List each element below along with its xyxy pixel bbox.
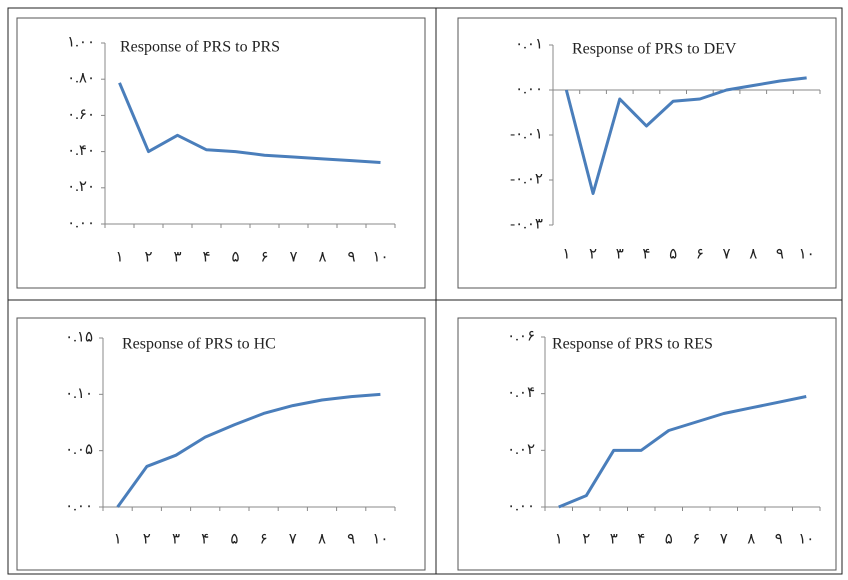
x-tick-label: ۳ <box>610 531 618 547</box>
x-tick-label: ۳ <box>616 246 624 262</box>
x-tick-label: ۷ <box>289 249 297 265</box>
x-tick-label: ۵ <box>669 246 677 262</box>
x-tick-label: ۹ <box>347 249 355 265</box>
x-tick-label: ۲ <box>143 531 151 547</box>
panel-box <box>457 317 837 571</box>
x-tick-label: ۷ <box>289 531 297 547</box>
line-series <box>116 392 381 508</box>
x-tick-label: ۱ <box>115 249 123 265</box>
x-tick-label: ۱۰ <box>799 246 815 262</box>
y-tick-label: ۰.۰۰ <box>515 81 543 97</box>
y-tick-label: ۰.۸۰ <box>67 71 95 87</box>
x-tick-label: ۹ <box>775 531 783 547</box>
y-tick-label: ۰.۰۲ <box>507 442 535 458</box>
x-tick-label: ۲ <box>144 249 152 265</box>
x-tick-label: ۶ <box>692 531 700 547</box>
y-tick-label: ۰.۰۰ <box>507 498 535 514</box>
x-tick-label: ۲ <box>589 246 597 262</box>
y-tick-label: ۰.۴۰ <box>67 143 95 159</box>
y-tick-label: ۰.۰۰ <box>65 498 93 514</box>
x-tick-label: ۳ <box>173 249 181 265</box>
y-tick-label: ۰.۰۴ <box>507 385 535 401</box>
x-tick-label: ۴ <box>637 531 645 547</box>
panel-box <box>16 17 426 289</box>
x-tick-label: ۱ <box>562 246 570 262</box>
x-tick-label: ۱ <box>114 531 122 547</box>
chart-title: Response of PRS to PRS <box>120 39 280 56</box>
y-tick-label: ۰.۰۰ <box>67 215 95 231</box>
x-tick-label: ۱۰ <box>372 249 388 265</box>
line-series <box>558 395 807 509</box>
panel-box <box>16 317 426 571</box>
x-tick-label: ۸ <box>318 531 326 547</box>
y-tick-label: ۰.۰۱ <box>515 36 543 52</box>
y-tick-label: ۰.۶۰ <box>67 107 95 123</box>
y-tick-label: ۰.۱۰ <box>65 386 93 402</box>
y-tick-label: -۰.۰۳ <box>510 216 543 232</box>
x-tick-label: ۶ <box>260 531 268 547</box>
x-tick-label: ۵ <box>665 531 673 547</box>
x-tick-label: ۵ <box>231 249 239 265</box>
y-tick-label: ۰.۱۵ <box>65 329 93 345</box>
panel-box <box>457 17 837 289</box>
x-tick-label: ۶ <box>260 249 268 265</box>
x-tick-label: ۸ <box>749 246 757 262</box>
x-tick-label: ۴ <box>642 246 650 262</box>
x-tick-label: ۴ <box>201 531 209 547</box>
x-tick-label: ۶ <box>696 246 704 262</box>
x-tick-label: ۸ <box>318 249 326 265</box>
x-tick-label: ۱ <box>555 531 563 547</box>
x-tick-label: ۵ <box>230 531 238 547</box>
x-tick-label: ۹ <box>776 246 784 262</box>
x-tick-label: ۴ <box>202 249 210 265</box>
y-tick-label: ۰.۲۰ <box>67 179 95 195</box>
y-tick-label: -۰.۰۱ <box>510 126 543 142</box>
y-tick-label: ۰.۰۶ <box>507 328 535 344</box>
x-tick-label: ۱۰ <box>798 531 814 547</box>
y-tick-label: -۰.۰۲ <box>510 171 543 187</box>
x-tick-label: ۸ <box>747 531 755 547</box>
x-tick-label: ۷ <box>720 531 728 547</box>
x-tick-label: ۹ <box>347 531 355 547</box>
y-tick-label: ۱.۰۰ <box>67 34 95 50</box>
x-tick-label: ۲ <box>582 531 590 547</box>
x-tick-label: ۷ <box>723 246 731 262</box>
x-tick-label: ۱۰ <box>372 531 388 547</box>
line-series <box>118 82 381 164</box>
outer-frame <box>7 7 843 575</box>
y-tick-label: ۰.۰۵ <box>65 442 93 458</box>
line-series <box>564 76 807 195</box>
chart-title: Response of PRS to RES <box>552 336 713 353</box>
chart-title: Response of PRS to DEV <box>572 41 737 58</box>
x-tick-label: ۳ <box>172 531 180 547</box>
chart-title: Response of PRS to HC <box>122 336 276 353</box>
